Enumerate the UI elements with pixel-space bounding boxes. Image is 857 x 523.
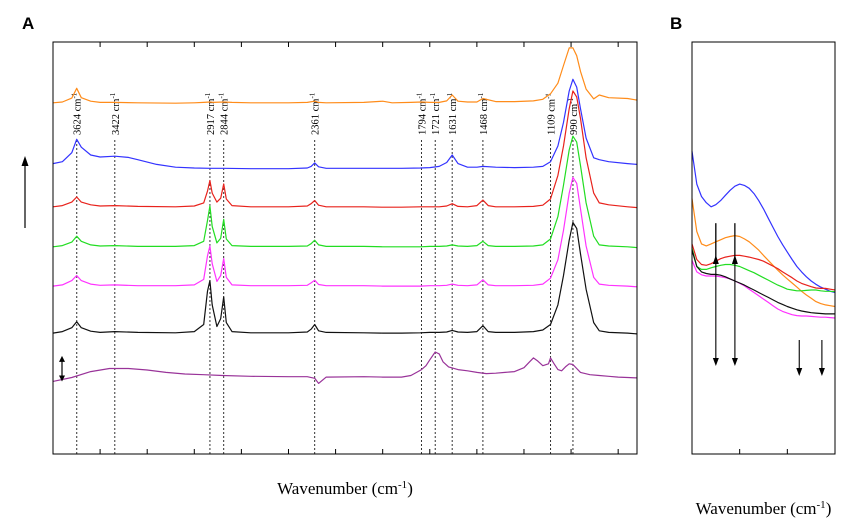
panel-a-x-axis-title: Wavenumber (cm-1)	[277, 479, 413, 498]
peak-label-2361-text: 2361 cm	[311, 99, 322, 135]
peak-label-1109: 1109 cm-1	[545, 93, 558, 135]
peak-label-2844: 2844 cm-1	[218, 92, 231, 135]
peak-label-1468-text: 1468 cm	[479, 99, 490, 135]
panel-b-x-axis-title-close: )	[826, 499, 832, 518]
peak-label-3624-superscript: -1	[71, 92, 79, 98]
peak-label-1794-text: 1794 cm	[417, 99, 428, 135]
peak-label-2844-text: 2844 cm	[220, 99, 231, 135]
panel-b-arrow-c-head	[731, 358, 738, 366]
peak-label-2917-superscript: -1	[204, 92, 212, 98]
peak-label-1721-text: 1721 cm	[431, 99, 442, 135]
peak-label-1721: 1721 cm-1	[429, 92, 442, 135]
scale-bar-arrow-top	[59, 355, 65, 362]
panel-a-x-axis-title-text: Wavenumber (cm	[277, 479, 398, 498]
scale-bar-arrow-bottom	[59, 375, 65, 382]
series-line-a	[52, 47, 638, 104]
panel-b-plot-frame	[691, 41, 836, 455]
peak-label-2361-superscript: -1	[309, 92, 317, 98]
panel-b-x-axis-title: Wavenumber (cm-1)	[696, 499, 832, 518]
panel-a-y-axis-arrowhead	[21, 156, 29, 166]
peak-label-2917-text: 2917 cm	[206, 99, 217, 135]
peak-label-3624: 3624 cm-1	[71, 92, 84, 135]
peak-label-1468-superscript: -1	[477, 92, 485, 98]
panel-b-arrow-d-head	[712, 358, 719, 366]
peak-label-3422-superscript: -1	[109, 92, 117, 98]
panel-a-x-axis-title-superscript: -1	[398, 479, 407, 491]
panel-a-x-axis-title-close: )	[407, 479, 413, 498]
panel-b-letter: B	[670, 14, 682, 33]
peak-label-1794: 1794 cm-1	[415, 92, 428, 135]
series-line-f	[52, 221, 638, 335]
peak-label-2917: 2917 cm-1	[204, 92, 217, 135]
panel-b-series-line-e	[691, 260, 836, 319]
panel-b-x-axis-title-superscript: -1	[817, 499, 826, 511]
peak-label-2844-superscript: -1	[218, 92, 226, 98]
peak-label-1631-superscript: -1	[446, 92, 454, 98]
peak-label-3624-text: 3624 cm	[73, 99, 84, 135]
panel-b-chart: Wavenumber (cm-1)	[691, 41, 836, 518]
peak-label-3422-text: 3422 cm	[111, 99, 122, 135]
panel-b-series-line-b	[691, 151, 836, 294]
panel-b-arrow-e-head	[818, 368, 825, 376]
peak-label-1631: 1631 cm-1	[446, 92, 459, 135]
panel-a-letter: A	[22, 14, 34, 33]
series-line-b	[52, 78, 638, 170]
peak-label-1468: 1468 cm-1	[477, 92, 490, 135]
peak-label-990-text: 990 cm	[569, 104, 580, 135]
peak-label-3422: 3422 cm-1	[109, 92, 122, 135]
series-line-d	[52, 135, 638, 249]
panel-b-arrow-f-head	[796, 368, 803, 376]
series-line-g	[52, 351, 638, 384]
peak-label-1631-text: 1631 cm	[448, 99, 459, 135]
series-line-e	[52, 176, 638, 288]
peak-label-1109-text: 1109 cm	[547, 99, 558, 135]
peak-label-1721-superscript: -1	[429, 92, 437, 98]
peak-label-1794-superscript: -1	[415, 92, 423, 98]
panel-a-plot-frame	[52, 41, 638, 455]
series-line-c	[52, 90, 638, 209]
panel-b-x-axis-title-text: Wavenumber (cm	[696, 499, 817, 518]
peak-label-2361: 2361 cm-1	[309, 92, 322, 135]
